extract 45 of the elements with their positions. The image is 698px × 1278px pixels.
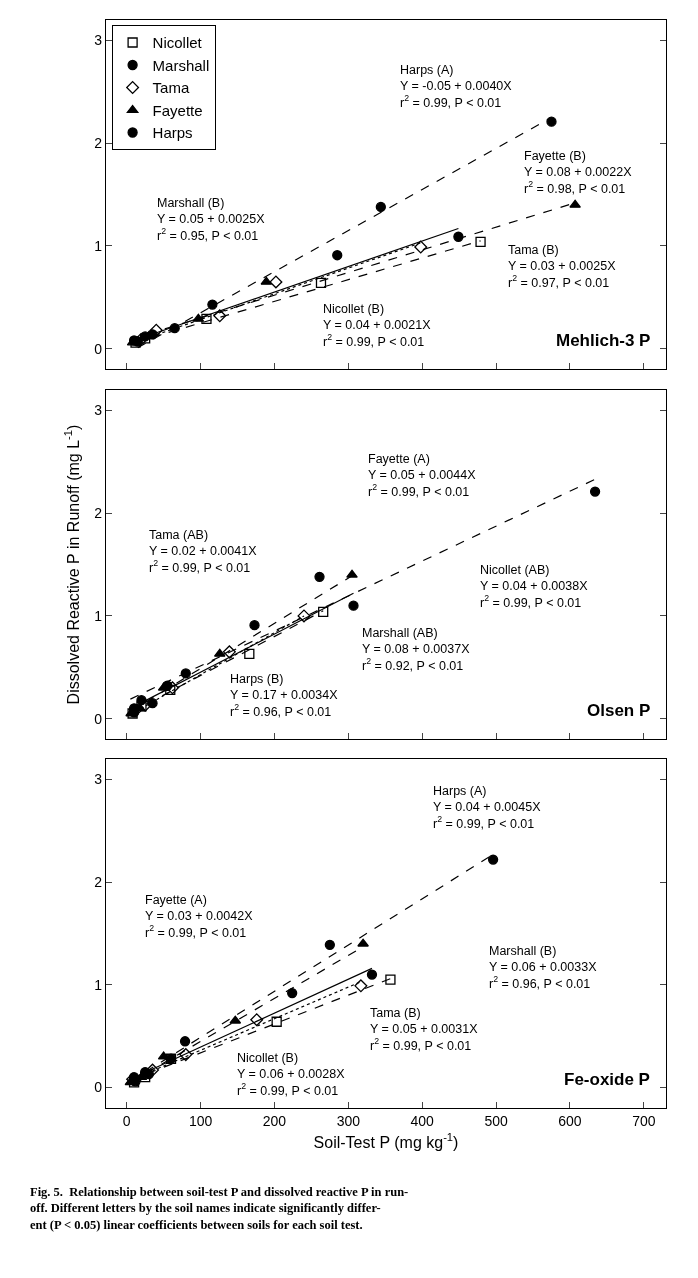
y-tick-label: 0 — [94, 1079, 103, 1096]
x-tick-label: 100 — [188, 1112, 213, 1129]
annotation: Tama (B) Y = 0.05 + 0.0031X r$^{2}$ = 0.99, P < 0.01 — [370, 1006, 479, 1053]
annotation: Marshall (B) Y = 0.06 + 0.0033X r$^{2}$ = 0.96, P < 0.01 — [489, 944, 598, 991]
x-tick-label: 0 — [122, 1112, 131, 1129]
y-tick-label: 1 — [94, 976, 103, 993]
annotation: Nicollet (AB) Y = 0.04 + 0.0038X r$^{2}$ = 0.99, P < 0.01 — [480, 563, 589, 610]
x-tick-label: 300 — [336, 1112, 361, 1129]
legend-label: Fayette — [152, 101, 203, 119]
y-tick-label: 1 — [94, 237, 103, 254]
annotation: Harps (B) Y = 0.17 + 0.0034X r$^{2}$ = 0.96, P < 0.01 — [230, 672, 339, 719]
annotation: Fayette (A) Y = 0.05 + 0.0044X r$^{2}$ = 0.99, P < 0.01 — [368, 452, 477, 499]
x-tick-label: 700 — [632, 1112, 656, 1129]
y-tick-label: 2 — [94, 874, 103, 891]
annotation: Tama (B) Y = 0.03 + 0.0025X r$^{2}$ = 0.97, P < 0.01 — [508, 243, 617, 290]
text: Mehlich-3 P — [556, 331, 651, 350]
text: Fe-oxide P — [564, 1070, 650, 1089]
annotation: Marshall (B) Y = 0.05 + 0.0025X r$^{2}$ = 0.95, P < 0.01 — [157, 196, 266, 243]
text: Olsen P — [587, 701, 651, 720]
legend-label: Marshall — [152, 56, 210, 74]
annotation: Fayette (A) Y = 0.03 + 0.0042X r$^{2}$ = 0.99, P < 0.01 — [145, 893, 254, 940]
annotation: Nicollet (B) Y = 0.04 + 0.0021X r$^{2}$ = 0.99, P < 0.01 — [323, 302, 432, 349]
y-tick-label: 0 — [94, 710, 103, 727]
x-axis-title: Soil-Test P (mg kg$^{-1}$) — [313, 1130, 459, 1151]
y-tick-label: 3 — [94, 402, 103, 419]
y-tick-label: 2 — [94, 135, 103, 152]
legend-label: Tama — [152, 79, 190, 97]
annotation: Tama (AB) Y = 0.02 + 0.0041X r$^{2}$ = 0.99, P < 0.01 — [149, 528, 258, 575]
x-tick-label: 500 — [484, 1112, 508, 1129]
y-tick-label: 2 — [94, 505, 103, 522]
caption: Fig. 5. Relationship between soil-test P and dissolved reactive P in run- off. Different letters by the soil names indicate significantly differ- ent (P < 0.05) linear coefficients between soils for each soil test. — [30, 1185, 409, 1232]
y-tick-label: 0 — [94, 340, 103, 357]
annotation: Harps (A) Y = -0.05 + 0.0040X r$^{2}$ = 0.99, P < 0.01 — [400, 63, 513, 110]
y-tick-label: 3 — [94, 771, 103, 788]
x-tick-label: 200 — [262, 1112, 287, 1129]
legend-label: Harps — [152, 124, 193, 142]
legend-label: Nicollet — [152, 34, 203, 52]
y-tick-label: 1 — [94, 607, 103, 624]
annotation: Fayette (B) Y = 0.08 + 0.0022X r$^{2}$ = 0.98, P < 0.01 — [524, 149, 633, 196]
annotation: Marshall (AB) Y = 0.08 + 0.0037X r$^{2}$ = 0.92, P < 0.01 — [362, 626, 471, 673]
x-tick-label: 400 — [410, 1112, 435, 1129]
y-tick-label: 3 — [94, 32, 103, 49]
annotation: Nicollet (B) Y = 0.06 + 0.0028X r$^{2}$ = 0.99, P < 0.01 — [237, 1051, 346, 1098]
annotation: Harps (A) Y = 0.04 + 0.0045X r$^{2}$ = 0.99, P < 0.01 — [433, 784, 542, 831]
x-tick-label: 600 — [558, 1112, 582, 1129]
